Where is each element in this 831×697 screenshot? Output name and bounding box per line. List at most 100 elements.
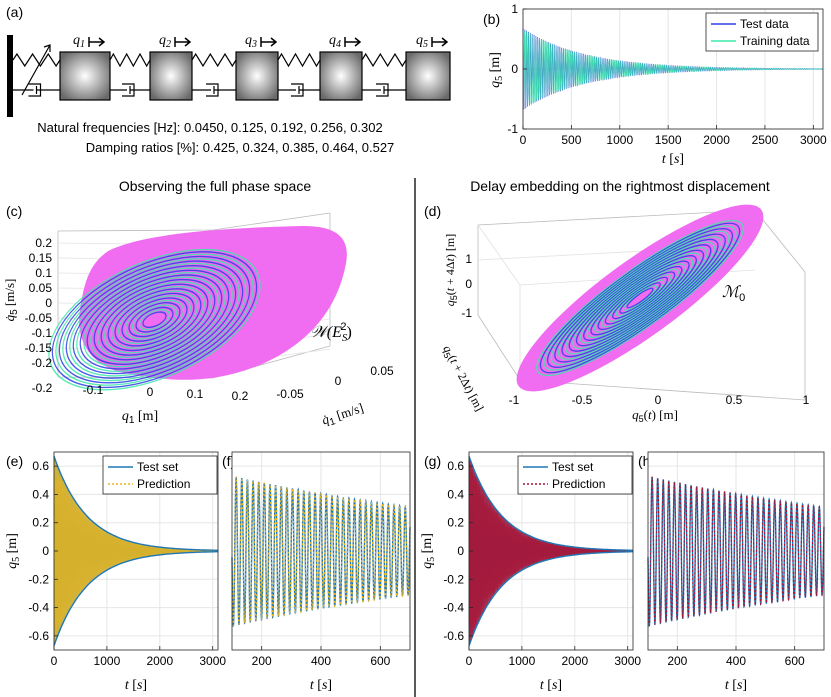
x-tick-label: 2500 [752, 133, 779, 147]
x-axis-label: t [s] [540, 678, 562, 693]
legend-label-1: Training data [740, 34, 810, 48]
spring-1 [12, 52, 61, 68]
x-tick-label: 600 [785, 654, 805, 668]
x-tick-label: 1 [803, 393, 810, 407]
x-axis-label-unit: [ [732, 678, 737, 693]
panel-d-letter: (d) [424, 203, 441, 219]
legend-box [517, 455, 633, 495]
z-tick-label: 0.05 [370, 364, 394, 378]
z-axis-label-var: q [440, 343, 455, 355]
annotation-W-close: ) [347, 324, 352, 341]
y-tick-label: -0.2 [28, 572, 49, 586]
trajectory-ring [561, 238, 719, 358]
trajectory-ring [93, 278, 216, 361]
y-tick-label: 0.4 [447, 487, 464, 501]
x-axis-label-unit-s: s [737, 678, 743, 693]
mass-5 [405, 51, 451, 101]
z-axis-label-open: ( [446, 353, 460, 363]
trajectory-ring [550, 230, 730, 366]
y-tick-label: -0.6 [443, 629, 464, 643]
y-tick-label: -0.4 [443, 601, 464, 615]
y-axis-label-var: q [420, 562, 435, 569]
trajectory-ring [104, 285, 205, 354]
trajectory-ring [97, 281, 212, 359]
trajectory-ring [583, 255, 697, 341]
trajectory-ring [142, 311, 167, 329]
x-tick-label: -0.2 [32, 381, 53, 395]
envelope-lower [468, 551, 633, 647]
y-tick-label: -0.1 [31, 326, 52, 340]
legend-label-0: Test data [740, 17, 789, 31]
spring-5 [361, 52, 407, 68]
panel-d: (d) 10-1-1 -0.5 0 0.5 1q5(t) [m]q5(t + 4Δt) … [424, 203, 810, 424]
z-axis-label-var: q̇ [320, 411, 331, 427]
y-axis-label-t: t [443, 287, 457, 291]
y-tick-label: 0.2 [447, 516, 464, 530]
y-axis-label-unit: [m] [488, 52, 503, 76]
legend-label-0: Test set [137, 460, 179, 474]
panel-e: (e) 0 1000 2000 3000 -0.6 -0.4 -0.2 0 0.2 0.4 0.6 t… [5, 451, 226, 693]
x-axis-label-unit-s: s [674, 152, 680, 167]
trajectory-ring [575, 249, 705, 347]
damper-3 [192, 83, 236, 97]
x-axis-label-var: t [125, 678, 132, 693]
trajectory-ring [114, 292, 195, 347]
trajectory-ring [601, 268, 679, 328]
y-axis-label-delta: Δ [443, 261, 457, 269]
plot-d: 10-1-1 -0.5 0 0.5 1q5(t) [m]q5(t + 4Δt) [m]q… [440, 204, 810, 424]
x-axis-label-unit: [ [547, 678, 552, 693]
x-tick-label: 1000 [606, 133, 633, 147]
damper-2 [110, 83, 150, 97]
arrow-4 [344, 37, 362, 47]
x-axis-label-unit-s: s [552, 678, 558, 693]
x-tick-label: 0 [655, 393, 662, 407]
y-axis-label-sub: 5 [426, 557, 437, 562]
trajectory-ring [608, 274, 672, 322]
y-axis-label: q̇5 [m/s] [2, 279, 20, 322]
x-tick-label: 0 [520, 133, 527, 147]
trajectory-ring [554, 233, 726, 363]
panel-c-letter: (c) [6, 203, 22, 219]
plot-g: 0 1000 2000 3000 -0.6 -0.4 -0.2 0 0.2 0.4 0.6 t [s]… [420, 451, 641, 693]
x-tick-label: 400 [311, 654, 331, 668]
legend-label-1: Prediction [552, 477, 605, 491]
mass-1 [59, 51, 111, 101]
x-tick-label: 2000 [146, 654, 173, 668]
z-axis-label-unit: ) [m] [463, 385, 487, 413]
x-tick-label: 0.1 [187, 387, 204, 401]
x-tick-label: 200 [667, 654, 687, 668]
trajectory-ring [86, 274, 223, 366]
trajectory-ring [539, 222, 741, 374]
x-axis-label-unit-close: ] [679, 152, 684, 167]
y-tick-label: 0 [511, 62, 518, 76]
mass-3 [235, 51, 279, 101]
mass-label-sub: 4 [336, 39, 341, 50]
x-tick-label: -1 [509, 393, 520, 407]
x-tick-label: 0 [147, 385, 154, 399]
x-tick-label: 500 [561, 133, 581, 147]
section-title-right: Delay embedding on the rightmost displac… [470, 178, 770, 194]
y-axis-label-sub: 5 [494, 76, 505, 81]
y-tick-label: 1 [465, 252, 472, 266]
y-tick-label: -1 [507, 122, 518, 136]
x-axis-label-var: q [122, 409, 129, 424]
y-tick-label: 0.6 [32, 459, 49, 473]
trajectory-ring [557, 236, 723, 360]
trajectory-ring [586, 257, 694, 339]
arrow-2 [174, 37, 192, 47]
trajectory-ring [565, 241, 715, 355]
x-axis-label-t: t [648, 407, 652, 422]
section-title-left: Observing the full phase space [119, 178, 311, 194]
spring-3 [191, 52, 237, 68]
x-axis-label-unit: [ [317, 678, 322, 693]
spring-2 [109, 52, 151, 68]
envelope-upper [468, 455, 633, 551]
x-tick-label: 1500 [655, 133, 682, 147]
trajectory-ring [65, 260, 244, 379]
mass-label-2: q2 [159, 33, 171, 50]
y-tick-label: -0.15 [25, 341, 53, 355]
y-axis-label: q5 [m] [488, 52, 505, 88]
